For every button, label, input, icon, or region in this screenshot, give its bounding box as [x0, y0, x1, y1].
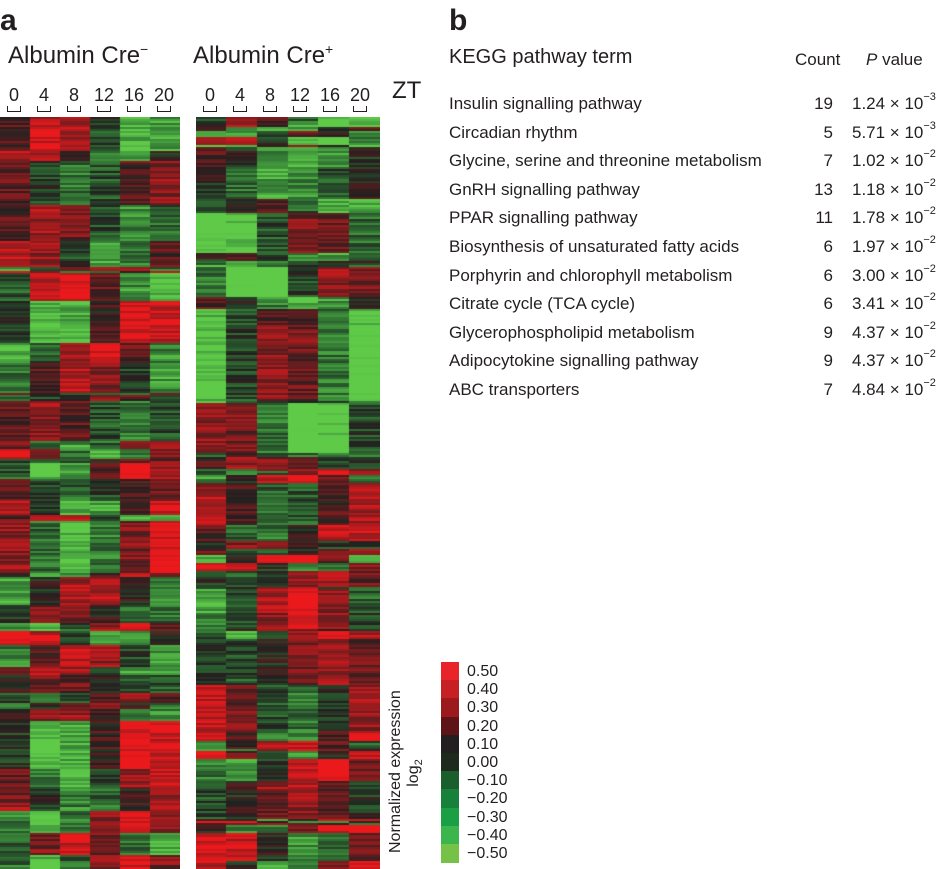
- colorbar-tick-label: −0.30: [467, 808, 508, 826]
- zt-tick-label: 0: [8, 85, 19, 105]
- zt-tick-label: 20: [349, 85, 371, 105]
- panel-label-a: a: [0, 4, 17, 37]
- colorbar-title-line1: Normalized expression: [387, 690, 404, 853]
- zt-tick-label: 12: [289, 85, 311, 105]
- kegg-header-count: Count: [795, 50, 841, 69]
- kegg-term: Porphyrin and chlorophyll metabolism: [449, 265, 733, 285]
- condition-title-cre-plus: Albumin Cre+: [193, 41, 334, 69]
- zt-tick-bracket: [323, 106, 337, 112]
- zt-tick-bracket: [37, 106, 51, 112]
- zt-tick-label: 16: [319, 85, 341, 105]
- colorbar-tick-label: −0.20: [467, 790, 508, 808]
- colorbar-tick-label: 0.20: [467, 717, 499, 735]
- zt-tick-label: 8: [264, 85, 275, 105]
- colorbar-swatch: [441, 844, 459, 863]
- kegg-term: Biosynthesis of unsaturated fatty acids: [449, 237, 740, 256]
- kegg-pvalue: 3.00 × 10−2: [852, 262, 936, 285]
- kegg-count: 7: [823, 151, 833, 171]
- kegg-pvalue: 4.84 × 10−2: [852, 377, 936, 399]
- condition-superscript: −: [140, 41, 149, 57]
- kegg-term: ABC transporters: [449, 380, 580, 399]
- colorbar-title-line2: log2: [405, 759, 426, 787]
- zt-tick-label: 4: [234, 85, 245, 105]
- kegg-count: 9: [823, 351, 833, 371]
- kegg-pvalue: 3.41 × 10−2: [852, 291, 936, 314]
- colorbar-swatch: [441, 825, 459, 845]
- zt-tick-bracket: [233, 106, 247, 112]
- kegg-pvalue: 4.37 × 10−2: [852, 348, 936, 371]
- colorbar-tick-label: −0.40: [467, 826, 508, 844]
- colorbar-tick-label: −0.10: [467, 772, 508, 790]
- heatmap-albumin-cre-plus: [196, 117, 380, 869]
- colorbar-swatch: [441, 716, 459, 736]
- colorbar-tick-label: 0.10: [467, 735, 499, 753]
- kegg-pvalue: 4.37 × 10−2: [852, 319, 936, 342]
- kegg-term: Insulin signalling pathway: [449, 94, 642, 113]
- kegg-header-term: KEGG pathway term: [449, 46, 633, 68]
- colorbar-swatch: [441, 662, 459, 681]
- colorbar-swatch: [441, 753, 459, 772]
- kegg-term: PPAR signalling pathway: [449, 208, 638, 228]
- kegg-term: Glycerophospholipid metabolism: [449, 322, 695, 342]
- kegg-count: 9: [823, 322, 833, 342]
- colorbar-tick-label: 0.40: [467, 681, 499, 699]
- condition-name: Albumin Cre: [8, 42, 141, 69]
- kegg-pvalue: 1.97 × 10−2: [852, 234, 936, 256]
- kegg-count: 5: [823, 122, 833, 142]
- zt-tick-bracket: [7, 106, 21, 112]
- kegg-term: Citrate cycle (TCA cycle): [449, 294, 636, 314]
- condition-name: Albumin Cre: [193, 42, 326, 69]
- colorbar-swatch: [441, 734, 459, 754]
- colorbar-title: Normalized expression log2: [387, 690, 427, 853]
- kegg-count: 19: [814, 94, 833, 113]
- kegg-pvalue: 1.24 × 10−3: [852, 91, 936, 113]
- zt-tick-bracket: [157, 106, 171, 112]
- zt-tick-bracket: [203, 106, 217, 112]
- colorbar-swatch: [441, 680, 459, 699]
- zt-tick-bracket: [263, 106, 277, 112]
- kegg-header-pvalue: P value: [866, 50, 923, 69]
- zt-tick-label: 20: [153, 85, 175, 105]
- colorbar-swatch: [441, 807, 459, 827]
- heatmap-albumin-cre-minus: [0, 117, 180, 869]
- colorbar-tick-label: −0.50: [467, 845, 508, 862]
- kegg-term: Adipocytokine signalling pathway: [449, 351, 699, 371]
- colorbar-tick-label: 0.30: [467, 699, 499, 717]
- kegg-count: 11: [815, 208, 833, 228]
- condition-title-cre-minus: Albumin Cre−: [8, 41, 149, 69]
- kegg-count: 7: [823, 380, 833, 399]
- zt-tick-bracket: [67, 106, 81, 112]
- kegg-pvalue: 1.02 × 10−2: [852, 148, 936, 171]
- zt-axis-label: ZT: [392, 77, 422, 104]
- kegg-term: Circadian rhythm: [449, 122, 578, 142]
- zt-tick-label: 12: [93, 85, 115, 105]
- kegg-pvalue: 5.71 × 10−3: [852, 119, 936, 142]
- kegg-count: 13: [814, 179, 833, 199]
- kegg-pvalue: 1.78 × 10−2: [852, 205, 936, 228]
- colorbar-swatch: [441, 771, 459, 790]
- kegg-pvalue: 1.18 × 10−2: [852, 176, 936, 199]
- zt-tick-bracket: [293, 106, 307, 112]
- zt-tick-label: 0: [204, 85, 215, 105]
- colorbar-tick-label: 0.00: [467, 754, 499, 771]
- zt-tick-label: 16: [123, 85, 145, 105]
- colorbar-swatch: [441, 789, 459, 808]
- zt-tick-bracket: [127, 106, 141, 112]
- zt-tick-label: 8: [68, 85, 79, 105]
- kegg-count: 6: [823, 265, 833, 285]
- colorbar-tick-label: 0.50: [467, 663, 499, 680]
- kegg-count: 6: [823, 294, 833, 314]
- zt-tick-bracket: [97, 106, 111, 112]
- colorbar-swatch: [441, 698, 459, 717]
- panel-label-b: b: [449, 4, 468, 37]
- kegg-count: 6: [823, 237, 833, 256]
- kegg-term: Glycine, serine and threonine metabolism: [449, 151, 762, 171]
- zt-tick-bracket: [353, 106, 367, 112]
- condition-superscript: +: [325, 41, 334, 57]
- zt-tick-label: 4: [38, 85, 49, 105]
- kegg-term: GnRH signalling pathway: [449, 179, 640, 199]
